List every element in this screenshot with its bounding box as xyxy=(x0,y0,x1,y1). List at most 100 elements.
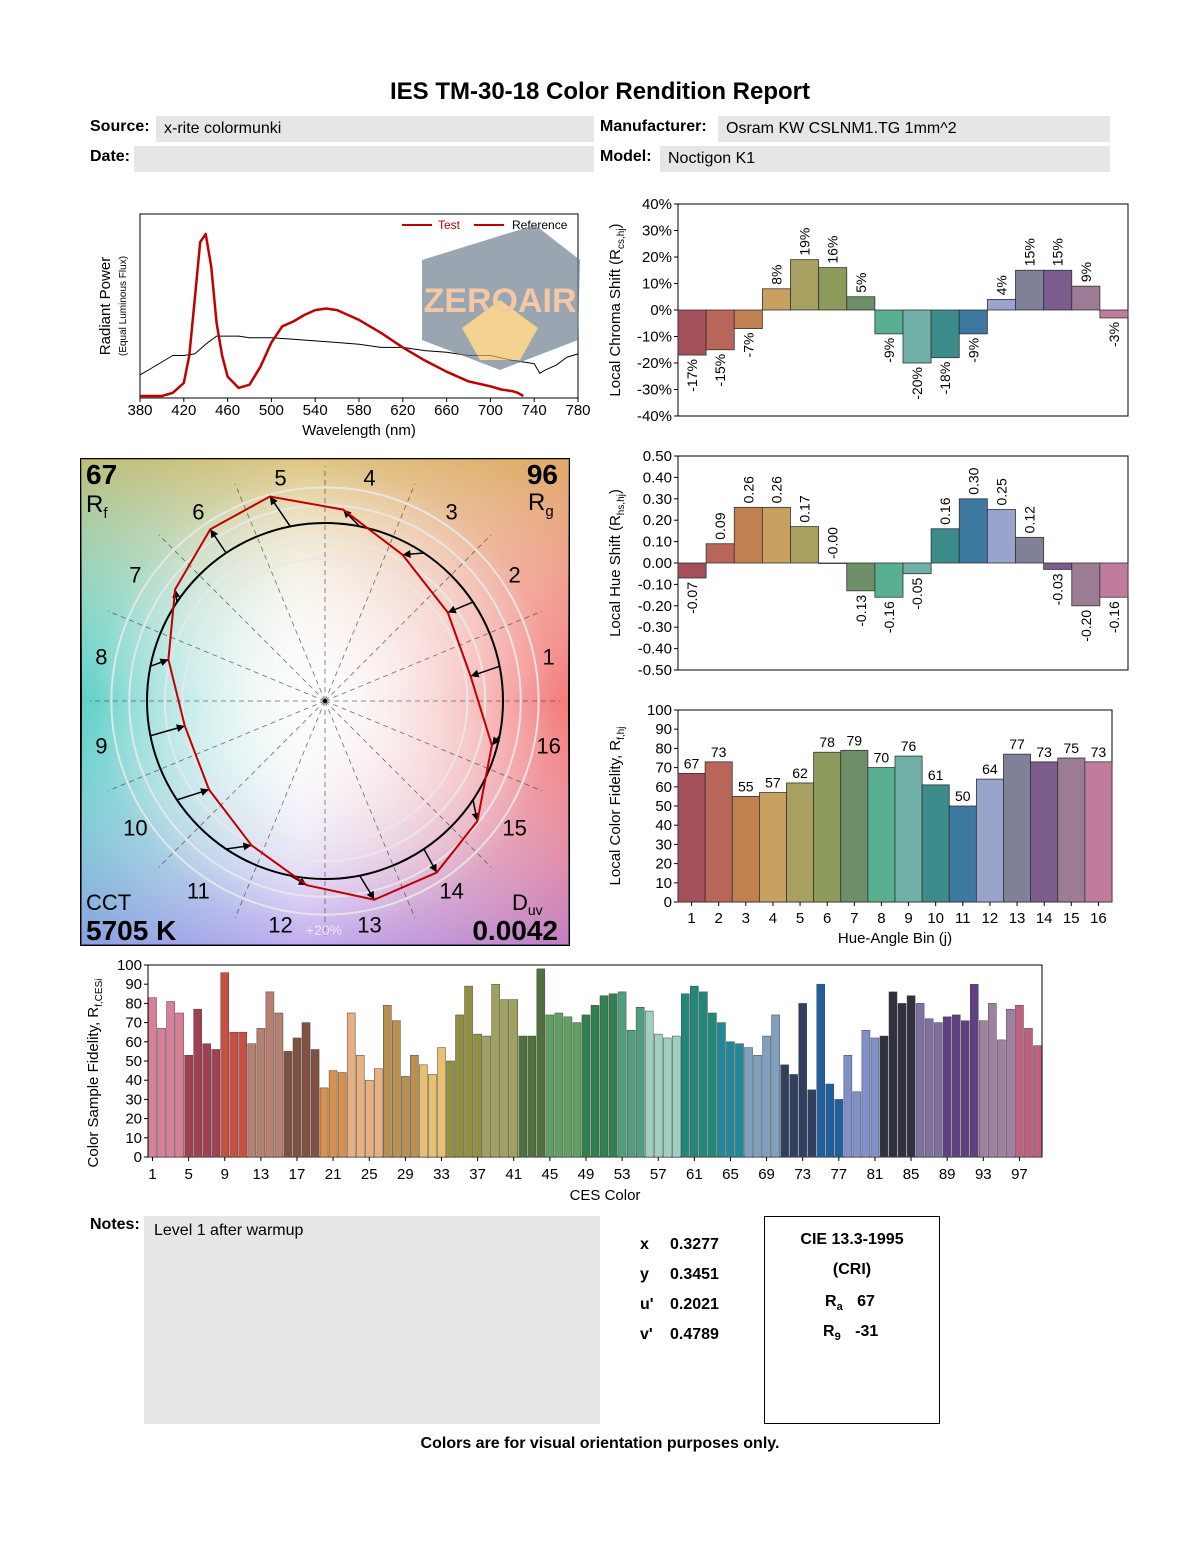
bar-value-label: -17% xyxy=(684,359,700,392)
ces-bar xyxy=(292,1037,302,1158)
bar xyxy=(948,805,977,903)
bar xyxy=(677,309,707,356)
bar xyxy=(1057,757,1086,903)
bar-value-label: 4% xyxy=(993,275,1009,295)
bin-boundary xyxy=(234,700,326,919)
y-tick-label: -20% xyxy=(637,355,672,372)
bar-value-label: 9% xyxy=(1078,262,1094,282)
ces-bar xyxy=(220,972,230,1158)
ces-bar xyxy=(1006,1008,1015,1158)
ces-bar xyxy=(653,1033,663,1158)
x-tick-label: 740 xyxy=(522,402,547,419)
ces-bar xyxy=(997,1039,1006,1158)
bar-value-label: 78 xyxy=(819,734,835,750)
x-tick-label: 580 xyxy=(346,402,371,419)
bar-value-label: 73 xyxy=(1091,744,1107,760)
bar xyxy=(867,767,896,903)
bar-value-label: -20% xyxy=(909,367,925,400)
y-tick-label: 10 xyxy=(125,1130,142,1147)
ces-bar xyxy=(617,991,627,1158)
y-tick-label: 20 xyxy=(655,856,672,873)
test-polygon xyxy=(167,495,493,901)
x-tick-label: 9 xyxy=(904,910,912,927)
bar-value-label: 76 xyxy=(901,738,917,754)
ces-bar xyxy=(635,1006,645,1158)
ces-bar xyxy=(771,1014,780,1158)
ces-bar xyxy=(744,1047,753,1158)
bin-boundary xyxy=(234,483,326,702)
ces-bar xyxy=(166,1001,175,1158)
manufacturer-label: Manufacturer: xyxy=(600,118,707,135)
watermark-shape xyxy=(422,225,580,370)
ces-bar xyxy=(979,1020,988,1158)
x-tick-label: 10 xyxy=(927,910,944,927)
bar xyxy=(894,755,923,903)
x-tick-label: 93 xyxy=(975,1166,992,1183)
y-tick-label: -0.50 xyxy=(638,662,672,678)
source-field: x-rite colormunki xyxy=(156,116,594,142)
bin-number-label: 14 xyxy=(439,879,463,904)
ra-value: 67 xyxy=(857,1293,875,1310)
bar-value-label: 0.26 xyxy=(768,476,784,503)
bar xyxy=(1099,309,1129,319)
bar xyxy=(813,751,842,903)
ces-bar xyxy=(319,1087,329,1158)
bar xyxy=(1043,269,1073,311)
ces-bar xyxy=(1015,1005,1024,1158)
ces-bar xyxy=(572,1022,582,1158)
arrow-head xyxy=(242,842,252,851)
legend-test-label: Test xyxy=(438,218,461,232)
arrow-head xyxy=(269,496,278,506)
ces-bar xyxy=(888,991,898,1158)
bar-value-label: 19% xyxy=(797,228,813,256)
y-tick-label: 30 xyxy=(655,836,672,853)
y-tick-label: 100 xyxy=(647,702,672,719)
spectrum-chart: 380 420 460 500 540 580 620 660 700 740 780 Wavelen… xyxy=(97,213,591,439)
arrow-head xyxy=(447,605,457,614)
ces-bar xyxy=(626,1030,636,1158)
bar-value-label: -7% xyxy=(740,333,756,358)
bar xyxy=(705,543,735,564)
y-tick-label: 80 xyxy=(655,740,672,757)
ces-bar xyxy=(437,1047,446,1158)
ces-bar xyxy=(807,1089,816,1158)
x-tick-label: 41 xyxy=(505,1166,522,1183)
r9-sub: 9 xyxy=(834,1331,841,1344)
ces-bar xyxy=(843,1054,853,1158)
bar xyxy=(1015,269,1045,311)
bar xyxy=(874,562,904,598)
bin-boundary xyxy=(107,610,326,702)
percent-ring-label: +20% xyxy=(306,922,342,938)
ces-bar xyxy=(364,1079,374,1158)
y-tick-label: 10% xyxy=(642,276,672,293)
date-label: Date: xyxy=(90,148,131,165)
ces-bar xyxy=(328,1070,338,1158)
bar xyxy=(818,267,848,311)
ces-bar xyxy=(491,983,500,1158)
ces-bar xyxy=(861,1030,871,1158)
chroma-ring xyxy=(110,486,540,916)
ces-bar xyxy=(473,1033,482,1158)
cri-box: CIE 13.3-1995 (CRI) Ra 67 R9 -31 xyxy=(764,1216,940,1424)
x-tick-label: 61 xyxy=(686,1166,703,1183)
y-tick-label: 0.30 xyxy=(643,491,672,508)
ces-bar xyxy=(184,1054,193,1158)
report-title: IES TM-30-18 Color Rendition Report xyxy=(389,78,811,105)
bin-number-label: 8 xyxy=(95,645,107,670)
bar xyxy=(1043,562,1073,570)
x-tick-label: 85 xyxy=(903,1166,920,1183)
x-axis-title: Wavelength (nm) xyxy=(302,422,416,439)
y-tick-label: -40% xyxy=(637,408,672,424)
bar xyxy=(930,528,960,564)
y-label: y xyxy=(640,1266,649,1283)
arrow-head xyxy=(176,724,185,733)
ces-bar xyxy=(834,1099,844,1158)
arrow-head xyxy=(470,669,480,678)
y-tick-label: 70 xyxy=(125,1015,142,1032)
x-axis-title: CES Color xyxy=(570,1187,641,1204)
x-tick-label: 780 xyxy=(565,402,590,419)
ces-bar xyxy=(545,1014,555,1158)
x-tick-label: 97 xyxy=(1011,1166,1028,1183)
ces-bar xyxy=(464,985,473,1158)
bar-value-label: 15% xyxy=(1022,238,1038,266)
